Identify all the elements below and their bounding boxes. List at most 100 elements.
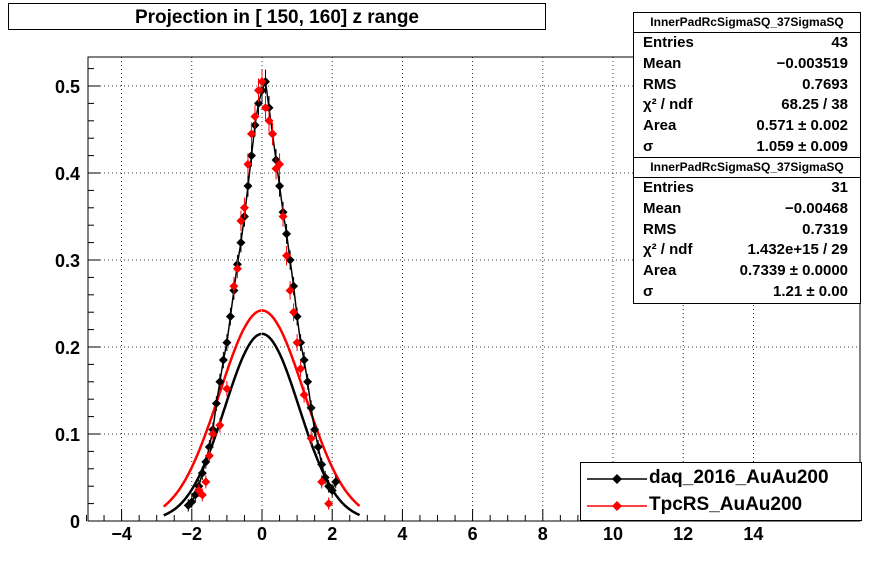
data-point: [239, 203, 249, 213]
data-point: [201, 457, 211, 467]
stats-row: RMS 0.7319: [634, 220, 860, 241]
y-tick-label: 0: [70, 512, 80, 532]
x-tick-label: 14: [743, 524, 763, 544]
y-tick-label: 0.5: [55, 77, 80, 97]
data-point: [285, 285, 295, 295]
data-point: [225, 312, 235, 322]
data-point: [306, 403, 316, 413]
y-tick-label: 0.2: [55, 338, 80, 358]
y-tick-label: 0.1: [55, 425, 80, 445]
data-point: [303, 377, 313, 387]
data-point: [243, 181, 253, 191]
axes: −4 −2 0 2 4 6 8 10 12 14 0 0.1 0.2 0.3 0.4 0.5: [55, 68, 860, 544]
stats-row: σ 1.059 ± 0.009: [634, 137, 860, 158]
data-point: [268, 129, 278, 139]
data-point: [278, 212, 288, 221]
data-point: [222, 338, 232, 348]
stats-box-daq: InnerPadRcSigmaSQ_37SigmaSQ Entries 43 Mea…: [633, 12, 861, 159]
stats-value: −0.003519: [776, 54, 848, 72]
fit-curve: [163, 332, 262, 517]
data-point: [187, 497, 197, 507]
stats-value: 1.432e+15 / 29: [747, 241, 848, 259]
data-point: [324, 499, 334, 509]
chart-title: Projection in [ 150, 160] z range: [8, 3, 546, 30]
stats-row: Mean −0.003519: [634, 54, 860, 75]
legend-entry-daq: daq_2016_AuAu200: [581, 466, 861, 492]
data-point: [215, 420, 225, 430]
stats-value: 43: [831, 34, 848, 51]
stats-value: 0.571 ± 0.002: [756, 117, 848, 135]
stats-key: σ: [643, 137, 654, 155]
legend-label: daq_2016_AuAu200: [649, 467, 829, 488]
legend: daq_2016_AuAu200 TpcRS_AuAu200: [580, 462, 862, 521]
y-tick-label: 0.4: [55, 164, 80, 184]
data-point: [289, 307, 299, 317]
stats-key: Entries: [643, 34, 694, 51]
data-point: [275, 159, 285, 169]
data-point: [282, 229, 292, 239]
data-point: [204, 442, 214, 452]
legend-label: TpcRS_AuAu200: [649, 494, 803, 515]
stats-row: Mean −0.00468: [634, 199, 860, 220]
data-point: [229, 281, 239, 291]
x-tick-label: 10: [603, 524, 623, 544]
data-points: [183, 69, 341, 512]
data-point: [204, 451, 214, 461]
stats-box-tpcrs: InnerPadRcSigmaSQ_37SigmaSQ Entries 31 Mea…: [633, 157, 861, 304]
data-point: [296, 364, 306, 374]
stats-key: Area: [643, 117, 677, 135]
data-point: [222, 384, 232, 394]
data-point: [299, 355, 309, 365]
data-point: [317, 459, 327, 469]
data-point: [246, 129, 256, 139]
stats-key: σ: [643, 282, 654, 300]
stats-row: σ 1.21 ± 0.00: [634, 282, 860, 303]
stats-value: 0.7693: [802, 75, 848, 93]
data-point: [211, 399, 221, 409]
stats-row: χ² / ndf 68.25 / 38: [634, 95, 860, 116]
stats-key: Entries: [643, 179, 694, 196]
stats-row: Area 0.571 ± 0.002: [634, 116, 860, 137]
stats-row: Area 0.7339 ± 0.0000: [634, 261, 860, 282]
stats-key: RMS: [643, 75, 677, 93]
data-point: [253, 85, 263, 95]
x-tick-label: 2: [327, 524, 337, 544]
data-point: [232, 264, 242, 274]
x-tick-label: 4: [397, 524, 407, 544]
x-tick-label: −2: [182, 524, 203, 544]
stats-value: 0.7319: [802, 220, 848, 238]
stats-key: Mean: [643, 54, 682, 72]
stats-value: 0.7339 ± 0.0000: [739, 262, 848, 280]
stats-value: 31: [831, 179, 848, 196]
stats-row: Entries 43: [634, 33, 860, 54]
data-point: [292, 338, 302, 348]
stats-header: InnerPadRcSigmaSQ_37SigmaSQ: [634, 158, 860, 178]
data-point: [313, 442, 323, 452]
data-point: [317, 477, 327, 487]
stats-key: Area: [643, 262, 677, 280]
x-tick-label: 12: [673, 524, 693, 544]
data-point: [257, 77, 267, 87]
data-point: [208, 429, 218, 439]
data-point: [197, 468, 207, 478]
y-tick-label: 0.3: [55, 251, 80, 271]
data-point: [282, 251, 292, 261]
data-point: [243, 159, 253, 169]
legend-entry-tpcrs: TpcRS_AuAu200: [581, 493, 861, 519]
data-point: [327, 486, 337, 496]
fit-curve: [162, 309, 262, 508]
data-point: [250, 111, 260, 121]
stats-value: 68.25 / 38: [781, 96, 848, 114]
stats-key: χ² / ndf: [643, 96, 693, 114]
stats-row: χ² / ndf 1.432e+15 / 29: [634, 240, 860, 261]
stats-value: −0.00468: [785, 199, 848, 217]
data-point: [197, 490, 207, 500]
legend-marker-icon: [587, 501, 647, 511]
data-point: [261, 103, 271, 113]
x-tick-label: −4: [111, 524, 132, 544]
data-point: [310, 425, 320, 435]
data-point: [264, 116, 274, 126]
data-point: [246, 151, 256, 161]
x-tick-label: 6: [468, 524, 478, 544]
